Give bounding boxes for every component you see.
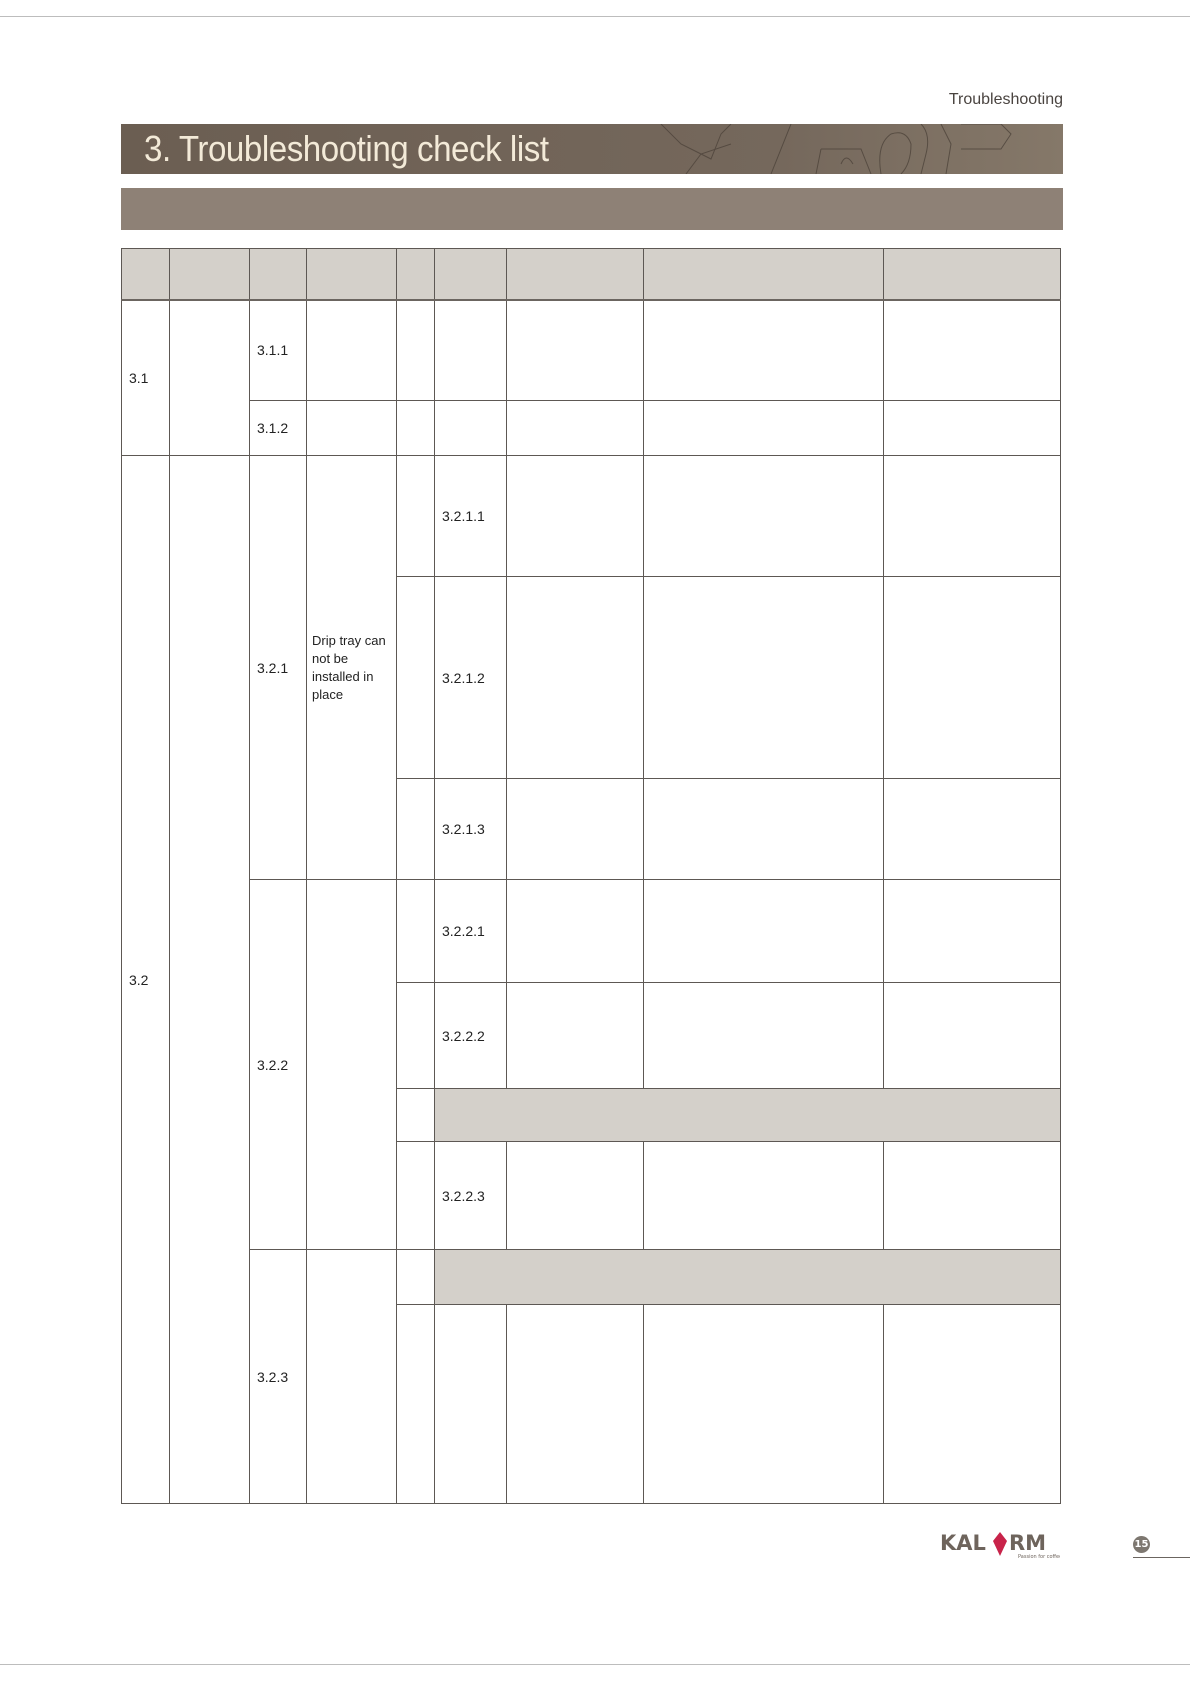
cell: [506, 879, 644, 983]
cell: [506, 455, 644, 577]
table-header-row: [121, 248, 1061, 301]
cause-number: 3.2.1.3: [434, 778, 507, 880]
cell: [506, 299, 644, 401]
cell: [434, 1304, 507, 1504]
cell: [883, 778, 1061, 880]
cell: [396, 778, 435, 880]
cell: [396, 1304, 435, 1504]
bottom-rule: [0, 1664, 1190, 1665]
cell: [643, 299, 884, 401]
cell: [643, 400, 884, 456]
shaded-cell: [434, 1249, 1061, 1305]
cell: [169, 455, 250, 1504]
header-cell: [643, 248, 884, 301]
header-cell: [434, 248, 507, 301]
cell: [396, 455, 435, 577]
header-cell: [506, 248, 644, 301]
table-caption-bar: [121, 188, 1063, 230]
item-number: 3.2: [121, 455, 170, 1504]
wrench-decoration-icon: [660, 124, 1012, 174]
page-title: 3. Troubleshooting check list: [144, 128, 549, 169]
table-row: 3.2.1.3: [122, 778, 1061, 880]
cell: [396, 299, 435, 401]
table-row: 3.2.1.2: [122, 576, 1061, 779]
cell: [883, 576, 1061, 779]
cell: [643, 455, 884, 577]
cause-number: 3.2.2.3: [434, 1141, 507, 1250]
cause-number: 3.2.2.2: [434, 982, 507, 1089]
sub-item-number: 3.1.2: [249, 400, 307, 456]
page-number: 15: [1133, 1536, 1150, 1553]
cell: [643, 1141, 884, 1250]
cell: [306, 879, 397, 1250]
table-row: 3.2 3.2.1 Drip tray can not be installed…: [121, 455, 1061, 1504]
cell: [883, 1141, 1061, 1250]
cell: [396, 400, 435, 456]
header-cell: [306, 248, 397, 301]
fault-description: Drip tray can not be installed in place: [306, 455, 397, 880]
top-rule: [0, 16, 1190, 17]
cause-number: 3.2.1.1: [434, 455, 507, 577]
cell: [883, 455, 1061, 577]
cell: [434, 400, 507, 456]
cell: [883, 1304, 1061, 1504]
cell: [396, 1088, 435, 1142]
cell: [396, 982, 435, 1089]
page-number-rule: [1133, 1557, 1190, 1558]
cell: [306, 299, 397, 401]
table-row: [122, 1304, 1061, 1504]
cell: [506, 400, 644, 456]
sub-item-number: 3.2.1: [249, 455, 307, 880]
cell: [643, 879, 884, 983]
header-cell: [883, 248, 1061, 301]
title-banner: 3. Troubleshooting check list: [121, 124, 1063, 174]
cell: [169, 299, 250, 456]
table-row: 3.1.2: [122, 400, 1061, 456]
cell: [306, 1249, 397, 1504]
table-row: 3.1 3.1.1: [121, 299, 1061, 456]
sub-item-number: 3.2.2: [249, 879, 307, 1250]
sub-item-number: 3.2.3: [249, 1249, 307, 1504]
svg-text:Passion for coffee: Passion for coffee: [1018, 1554, 1060, 1560]
header-cell: [169, 248, 250, 301]
cell: [883, 982, 1061, 1089]
table-row: 3.2.2.3: [122, 1141, 1061, 1250]
cell: [306, 400, 397, 456]
table-row: [122, 1088, 1061, 1142]
cell: [643, 576, 884, 779]
sub-item-number: 3.1.1: [249, 299, 307, 401]
cell: [506, 982, 644, 1089]
table-row: 3.2.2 3.2.2.1: [122, 879, 1061, 1250]
section-label: Troubleshooting: [948, 91, 1063, 108]
header-cell: [396, 248, 435, 301]
cell: [506, 1141, 644, 1250]
cell: [643, 778, 884, 880]
cell: [396, 879, 435, 983]
svg-text:RM: RM: [1009, 1531, 1046, 1555]
cell: [396, 1141, 435, 1250]
cause-number: 3.2.1.2: [434, 576, 507, 779]
svg-text:KAL: KAL: [940, 1531, 986, 1555]
shaded-cell: [434, 1088, 1061, 1142]
table-row: 3.2.2.2: [122, 982, 1061, 1089]
header-cell: [249, 248, 307, 301]
cell: [396, 576, 435, 779]
cause-number: 3.2.2.1: [434, 879, 507, 983]
cell: [506, 778, 644, 880]
cell: [434, 299, 507, 401]
cell: [883, 400, 1061, 456]
cell: [883, 299, 1061, 401]
header-cell: [121, 248, 170, 301]
cell: [643, 1304, 884, 1504]
item-number: 3.1: [121, 299, 170, 456]
cell: [883, 879, 1061, 983]
cell: [643, 982, 884, 1089]
cell: [506, 1304, 644, 1504]
cell: [506, 576, 644, 779]
table-row: 3.2.3: [122, 1249, 1061, 1504]
troubleshooting-table: 3.1 3.1.1 3.1.2 3.2 3.2.1 Drip tray can …: [121, 248, 1061, 1504]
cell: [396, 1249, 435, 1305]
kalerm-logo: KAL RM Passion for coffee: [940, 1530, 1062, 1564]
